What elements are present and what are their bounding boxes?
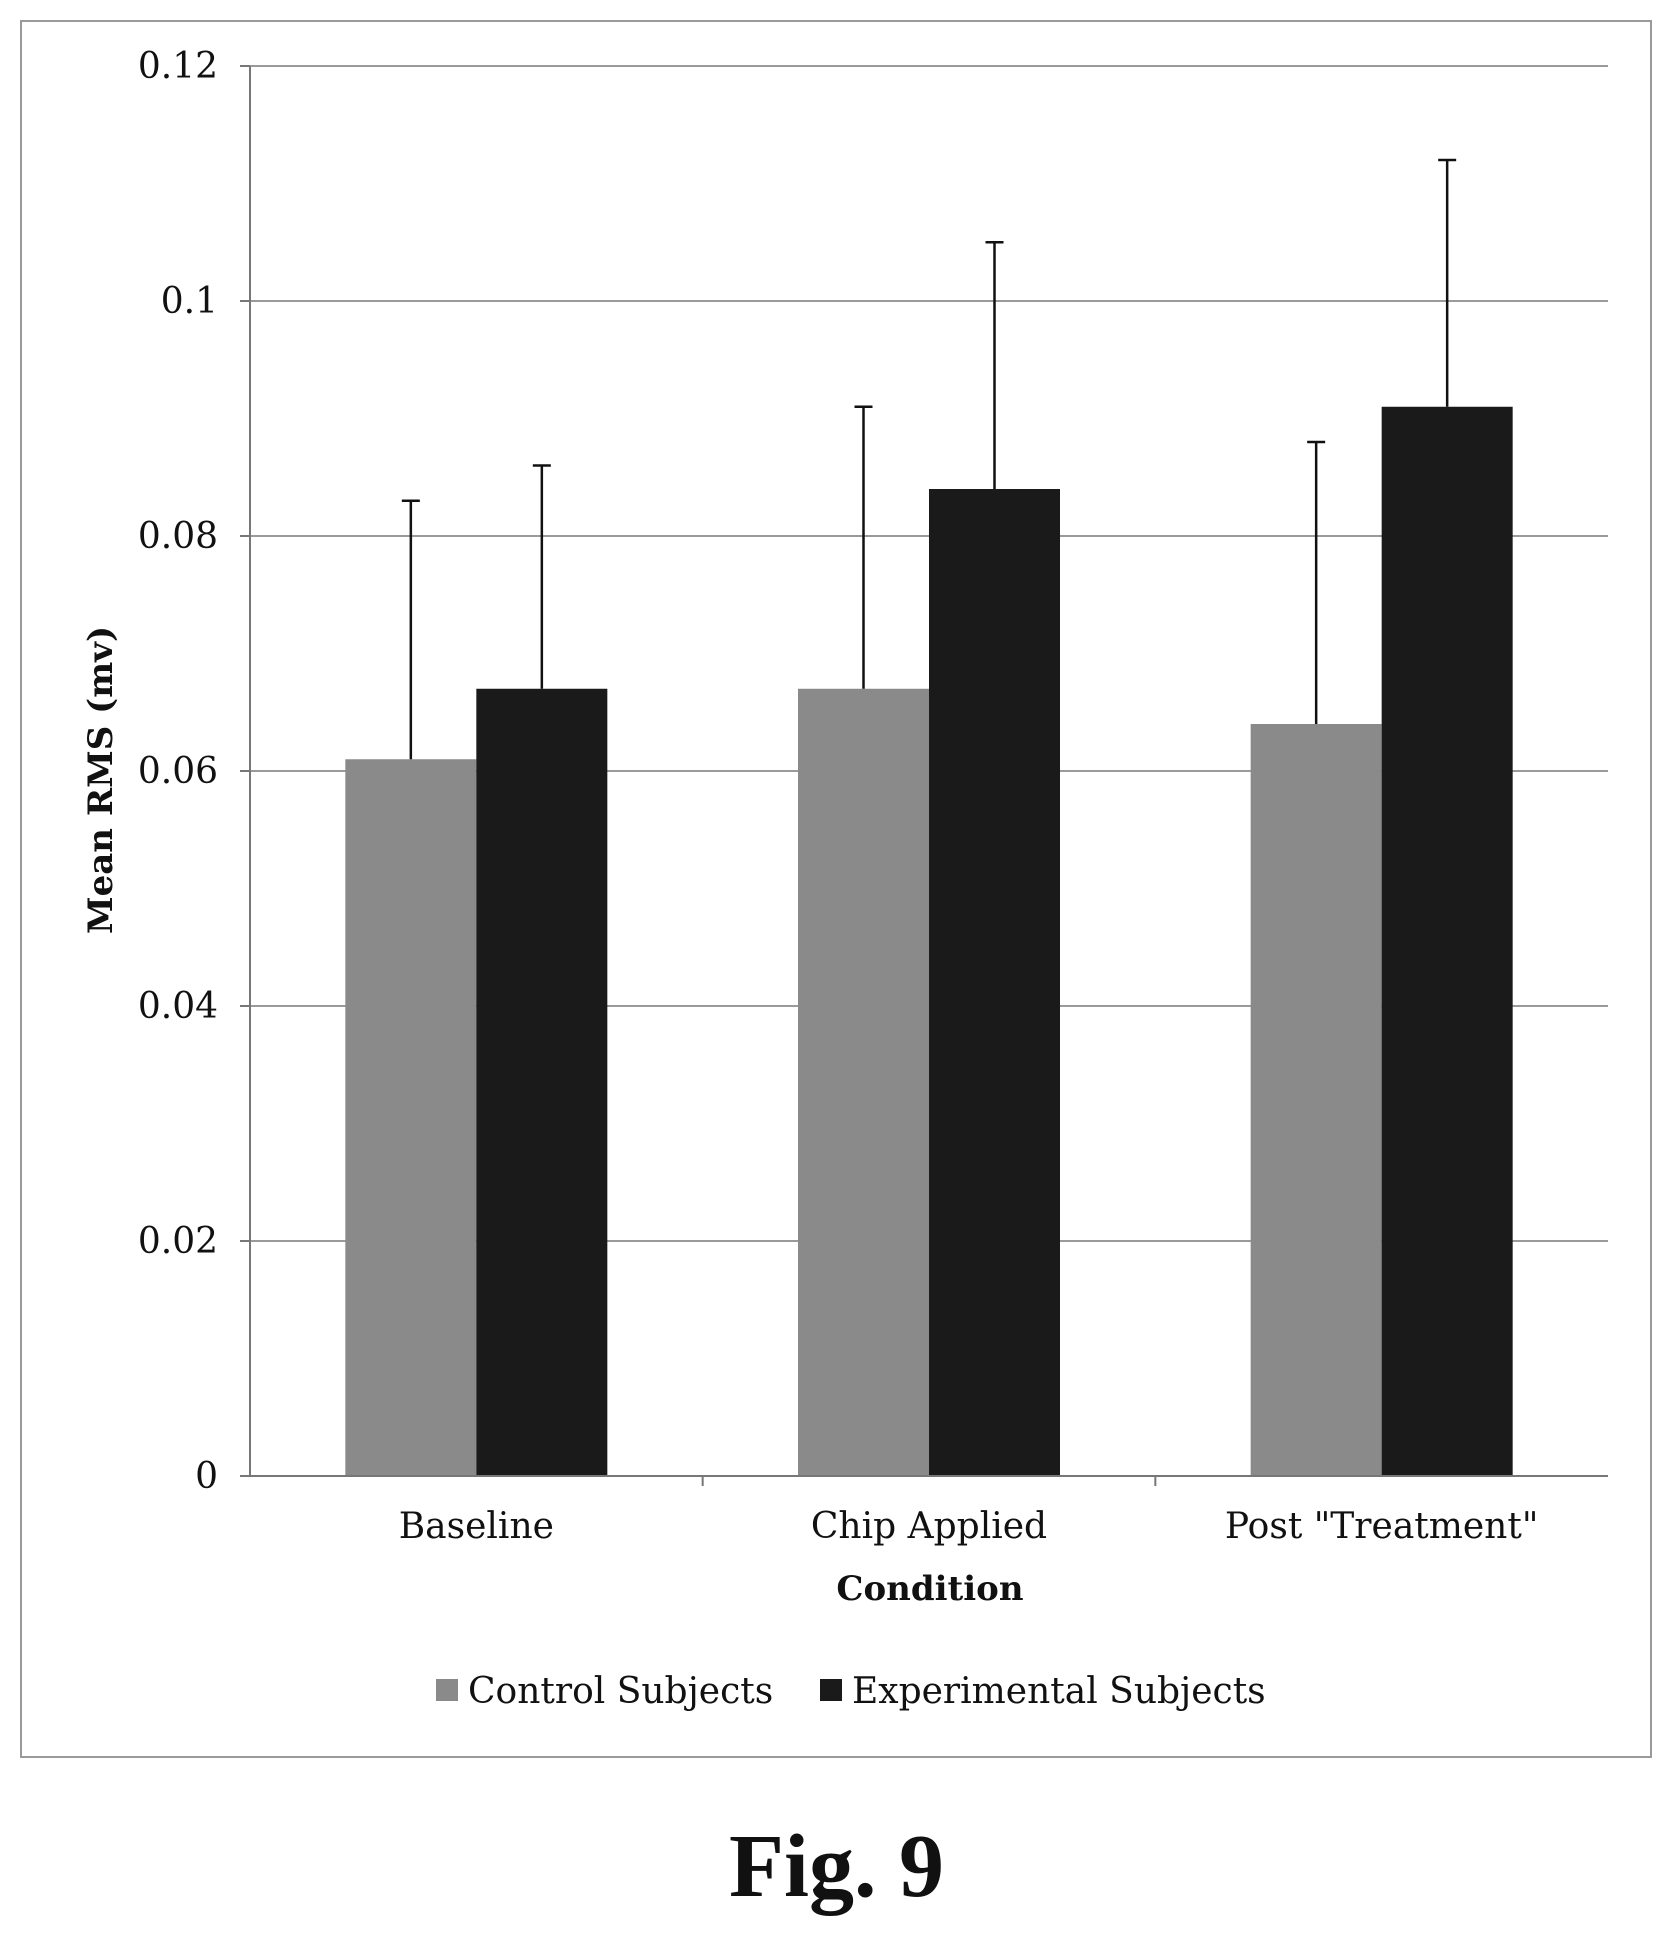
bar-chart: 0 0.02 0.04 0.06 0.08 0.1 0.12 Baseline Chip App… bbox=[81, 46, 1608, 1712]
bar bbox=[1250, 724, 1382, 1476]
legend-swatch bbox=[436, 1679, 458, 1701]
y-tick-label: 0.1 bbox=[161, 281, 218, 322]
x-tick-label: Baseline bbox=[399, 1506, 554, 1547]
y-tick-label: 0.04 bbox=[138, 986, 218, 1027]
y-tick-label: 0.12 bbox=[138, 46, 218, 87]
legend-swatch bbox=[820, 1679, 842, 1701]
bar bbox=[476, 688, 608, 1476]
bar bbox=[798, 688, 929, 1476]
y-tick-label: 0.08 bbox=[138, 516, 218, 557]
bar bbox=[345, 759, 477, 1476]
axis-layer: 0 0.02 0.04 0.06 0.08 0.1 0.12 Baseline Chip App… bbox=[138, 46, 1608, 1547]
y-tick-label: 0.06 bbox=[138, 751, 218, 792]
x-axis-title: Condition bbox=[836, 1569, 1023, 1609]
legend: Control Subjects Experimental Subjects bbox=[436, 1671, 1266, 1712]
legend-label: Experimental Subjects bbox=[852, 1671, 1266, 1712]
x-tick-label: Chip Applied bbox=[811, 1506, 1047, 1547]
legend-label: Control Subjects bbox=[468, 1671, 773, 1712]
figure-caption: Fig. 9 bbox=[729, 1817, 944, 1916]
error-bar-layer bbox=[401, 158, 1457, 760]
y-axis-title: Mean RMS (mv) bbox=[81, 626, 121, 934]
x-tick-label: Post "Treatment" bbox=[1225, 1506, 1539, 1547]
bar-layer bbox=[345, 406, 1513, 1476]
bar bbox=[1381, 406, 1513, 1476]
bar bbox=[929, 489, 1060, 1476]
y-tick-label: 0 bbox=[195, 1456, 218, 1497]
y-tick-label: 0.02 bbox=[138, 1221, 218, 1262]
